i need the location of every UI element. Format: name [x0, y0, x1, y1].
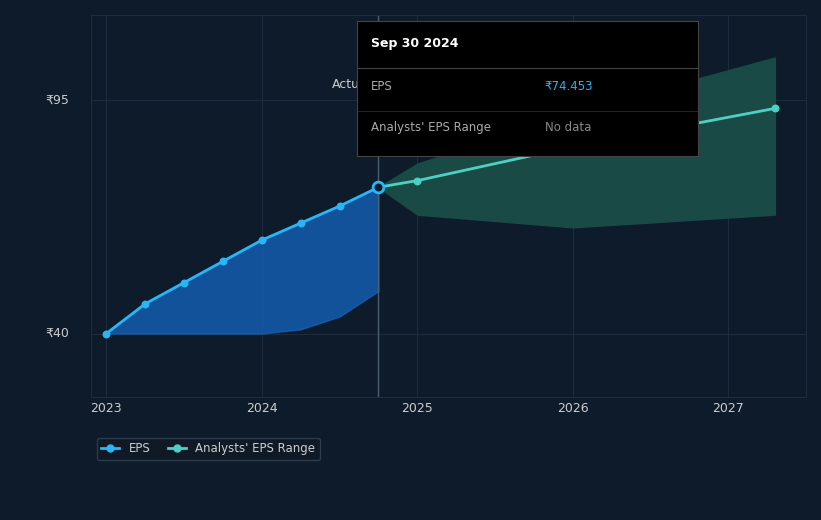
Point — [217, 257, 230, 266]
Text: ₹95: ₹95 — [45, 94, 69, 107]
Text: Actual: Actual — [332, 79, 370, 92]
Point — [372, 183, 385, 191]
Point — [255, 236, 268, 244]
Point — [139, 300, 152, 308]
Legend: EPS, Analysts' EPS Range: EPS, Analysts' EPS Range — [97, 438, 320, 460]
Text: Analysts' EPS Range: Analysts' EPS Range — [371, 121, 491, 134]
Point — [566, 142, 580, 151]
Text: EPS: EPS — [371, 80, 392, 93]
Text: Analysts Forecasts: Analysts Forecasts — [386, 79, 502, 92]
Point — [177, 278, 190, 287]
Text: ₹40: ₹40 — [45, 327, 69, 340]
Point — [372, 183, 385, 191]
Point — [768, 105, 782, 113]
Point — [100, 329, 113, 337]
Text: ₹74.453: ₹74.453 — [544, 80, 593, 93]
Text: Sep 30 2024: Sep 30 2024 — [371, 37, 458, 50]
Text: No data: No data — [544, 121, 591, 134]
Point — [410, 176, 424, 185]
Point — [294, 219, 307, 227]
Point — [372, 183, 385, 191]
Point — [333, 202, 346, 210]
